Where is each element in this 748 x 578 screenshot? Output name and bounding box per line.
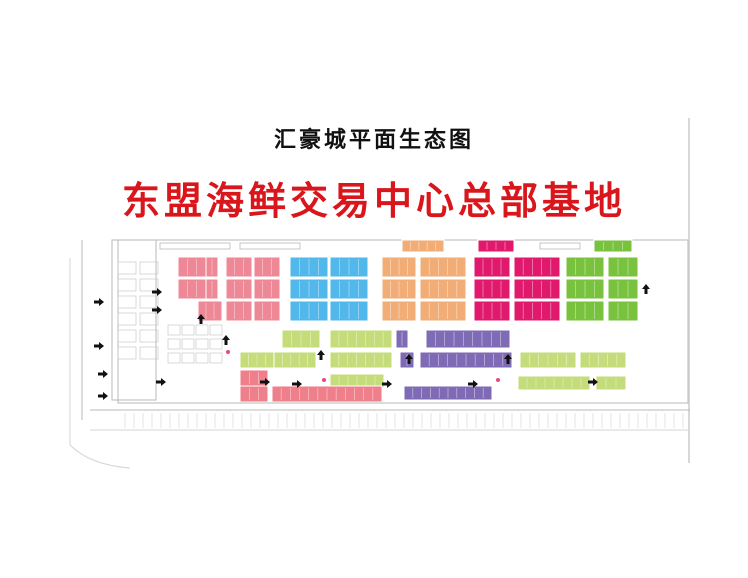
stall-block-lightgreen (329, 351, 393, 369)
stall-block-magenta (513, 278, 561, 300)
grey-stall (195, 338, 209, 350)
stall-block-pink (225, 278, 253, 300)
grey-stall (117, 278, 137, 292)
grey-stall (139, 278, 159, 292)
grey-stall (209, 338, 223, 350)
stall-block-magenta (513, 300, 561, 322)
grey-stall (181, 352, 195, 364)
stall-block-pink (253, 256, 281, 278)
stall-block-orange (419, 278, 467, 300)
stall-block-pink (197, 300, 223, 322)
stall-block-pink (177, 256, 207, 278)
arrow-right-icon (468, 380, 478, 388)
stall-block-green (607, 256, 639, 278)
arrow-right-icon (152, 288, 162, 296)
stall-block-magenta (513, 256, 561, 278)
map-title: 东盟海鲜交易中心总部基地 (121, 179, 626, 223)
arrow-right-icon (94, 298, 104, 306)
grey-stall (117, 261, 137, 275)
stall-block-lightgreen (579, 351, 627, 369)
arrow-right-icon (156, 378, 166, 386)
grey-stall (209, 324, 223, 336)
entrance-dot-icon (226, 350, 230, 354)
grey-stall (195, 324, 209, 336)
west-wing-outline (111, 239, 157, 401)
grey-stall (139, 346, 159, 360)
grey-stall (139, 312, 159, 326)
grey-stall (117, 295, 137, 309)
grey-stall (167, 352, 181, 364)
stall-block-lightgreen (329, 329, 393, 349)
stall-block-rose (239, 369, 269, 387)
arrow-right-icon (382, 380, 392, 388)
stall-block-lightgreen (595, 375, 627, 391)
arrow-up-icon (405, 354, 413, 364)
stall-tab-orange (401, 239, 445, 253)
stall-block-pink (177, 278, 207, 300)
grey-stall (209, 352, 223, 364)
arrow-right-icon (98, 370, 108, 378)
grey-stall (139, 329, 159, 343)
arrow-up-icon (222, 335, 230, 345)
stall-block-pink (225, 300, 253, 322)
stall-zones (177, 239, 639, 403)
grey-stall (117, 312, 137, 326)
stall-block-pink (253, 300, 281, 322)
road-curve (69, 444, 131, 469)
stall-block-pink (253, 278, 281, 300)
arrow-right-icon (292, 380, 302, 388)
grey-stall (139, 295, 159, 309)
arrow-right-icon (152, 306, 162, 314)
arrow-up-icon (504, 354, 512, 364)
page-edge-divider (688, 118, 690, 463)
arrow-right-icon (98, 392, 108, 400)
arrow-right-icon (94, 342, 104, 350)
stall-block-orange (419, 256, 467, 278)
arrow-right-icon (588, 378, 598, 386)
stall-block-pink (225, 256, 253, 278)
grey-stall (139, 261, 159, 275)
grey-stall (167, 324, 181, 336)
roof-band (539, 242, 581, 250)
stall-block-green (607, 300, 639, 322)
grey-stall (195, 352, 209, 364)
arrow-right-icon (260, 378, 270, 386)
entrance-dot-icon (496, 378, 500, 382)
stall-block-rose (239, 385, 269, 403)
entrance-dot-icon (322, 378, 326, 382)
flow-arrows (94, 284, 650, 400)
grey-stall (181, 338, 195, 350)
stall-block-green (607, 278, 639, 300)
grey-stall (117, 329, 137, 343)
stall-block-orange (419, 300, 467, 322)
grey-stall (117, 346, 137, 360)
grey-stall (167, 338, 181, 350)
roof-band (239, 242, 301, 250)
arrow-up-icon (642, 284, 650, 294)
roof-band (159, 242, 231, 250)
arrow-up-icon (197, 314, 205, 324)
stall-block-purple (425, 329, 511, 349)
arrow-up-icon (317, 350, 325, 360)
grey-stall (181, 324, 195, 336)
map-subtitle: 汇豪城平面生态图 (273, 128, 474, 153)
stall-block-lightgreen (273, 351, 317, 369)
plan-linework (69, 239, 690, 469)
